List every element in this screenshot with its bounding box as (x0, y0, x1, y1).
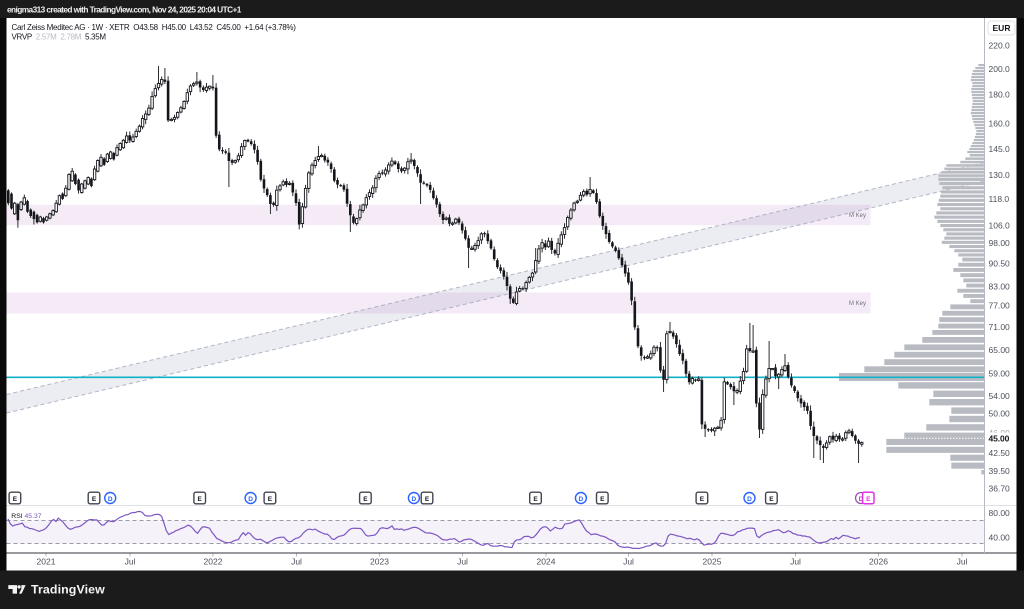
svg-text:220.0: 220.0 (989, 41, 1011, 51)
svg-text:59.00: 59.00 (989, 369, 1011, 379)
svg-text:2023: 2023 (370, 557, 389, 567)
svg-text:E: E (533, 496, 538, 503)
svg-text:E: E (198, 496, 203, 503)
svg-text:39.50: 39.50 (989, 466, 1011, 476)
svg-text:106.0: 106.0 (989, 220, 1011, 230)
svg-text:E: E (268, 496, 273, 503)
svg-text:2026: 2026 (869, 557, 888, 567)
svg-text:2022: 2022 (204, 557, 223, 567)
svg-text:D: D (747, 496, 752, 503)
svg-text:50.00: 50.00 (989, 409, 1011, 419)
svg-text:D: D (579, 496, 584, 503)
svg-text:77.00: 77.00 (989, 300, 1011, 310)
svg-text:Jul: Jul (623, 557, 634, 567)
svg-text:160.0: 160.0 (989, 119, 1011, 129)
svg-text:36.70: 36.70 (989, 484, 1011, 494)
svg-text:Carl Zeiss Meditec AG · 1W · X: Carl Zeiss Meditec AG · 1W · XETR O43.58… (12, 23, 297, 32)
svg-text:Jul: Jul (957, 557, 968, 567)
svg-text:TradingView: TradingView (31, 583, 105, 597)
svg-text:E: E (600, 496, 605, 503)
svg-text:65.00: 65.00 (989, 345, 1011, 355)
svg-text:54.00: 54.00 (989, 391, 1011, 401)
svg-text:98.00: 98.00 (989, 238, 1011, 248)
svg-text:EUR: EUR (993, 23, 1011, 33)
svg-text:145.0: 145.0 (989, 144, 1011, 154)
svg-text:E: E (92, 496, 97, 503)
svg-text:45.00: 45.00 (989, 434, 1010, 444)
svg-text:2025: 2025 (703, 557, 722, 567)
svg-text:180.0: 180.0 (989, 90, 1011, 100)
svg-text:E: E (13, 496, 18, 503)
svg-text:118.0: 118.0 (989, 194, 1010, 204)
svg-text:2021: 2021 (37, 557, 56, 567)
svg-text:E: E (866, 496, 871, 503)
svg-text:Jul: Jul (790, 557, 801, 567)
svg-text:130.0: 130.0 (989, 170, 1011, 180)
svg-text:M Key: M Key (849, 301, 866, 307)
svg-text:83.00: 83.00 (989, 282, 1011, 292)
svg-text:42.50: 42.50 (989, 448, 1011, 458)
svg-text:M Key: M Key (849, 213, 866, 219)
svg-text:90.50: 90.50 (989, 259, 1011, 269)
svg-text:E: E (363, 496, 368, 503)
svg-text:71.00: 71.00 (989, 322, 1011, 332)
svg-text:E: E (700, 496, 705, 503)
svg-text:2024: 2024 (537, 557, 556, 567)
svg-text:VRVP 2.57M 2.78M 5.35M: VRVP 2.57M 2.78M 5.35M (12, 33, 107, 42)
svg-text:Jul: Jul (125, 557, 136, 567)
svg-text:E: E (425, 496, 430, 503)
svg-text:Jul: Jul (457, 557, 468, 567)
svg-text:80.00: 80.00 (989, 508, 1011, 518)
svg-text:E: E (769, 496, 774, 503)
svg-text:Jul: Jul (291, 557, 302, 567)
svg-text:D: D (412, 496, 417, 503)
svg-text:RSI 45.37: RSI 45.37 (11, 513, 41, 520)
svg-text:D: D (108, 496, 113, 503)
svg-text:D: D (248, 496, 253, 503)
svg-text:200.0: 200.0 (989, 64, 1011, 74)
svg-text:enigma313 created with Trading: enigma313 created with TradingView.com, … (7, 4, 242, 14)
svg-text:D: D (859, 496, 864, 503)
svg-text:40.00: 40.00 (989, 533, 1011, 543)
